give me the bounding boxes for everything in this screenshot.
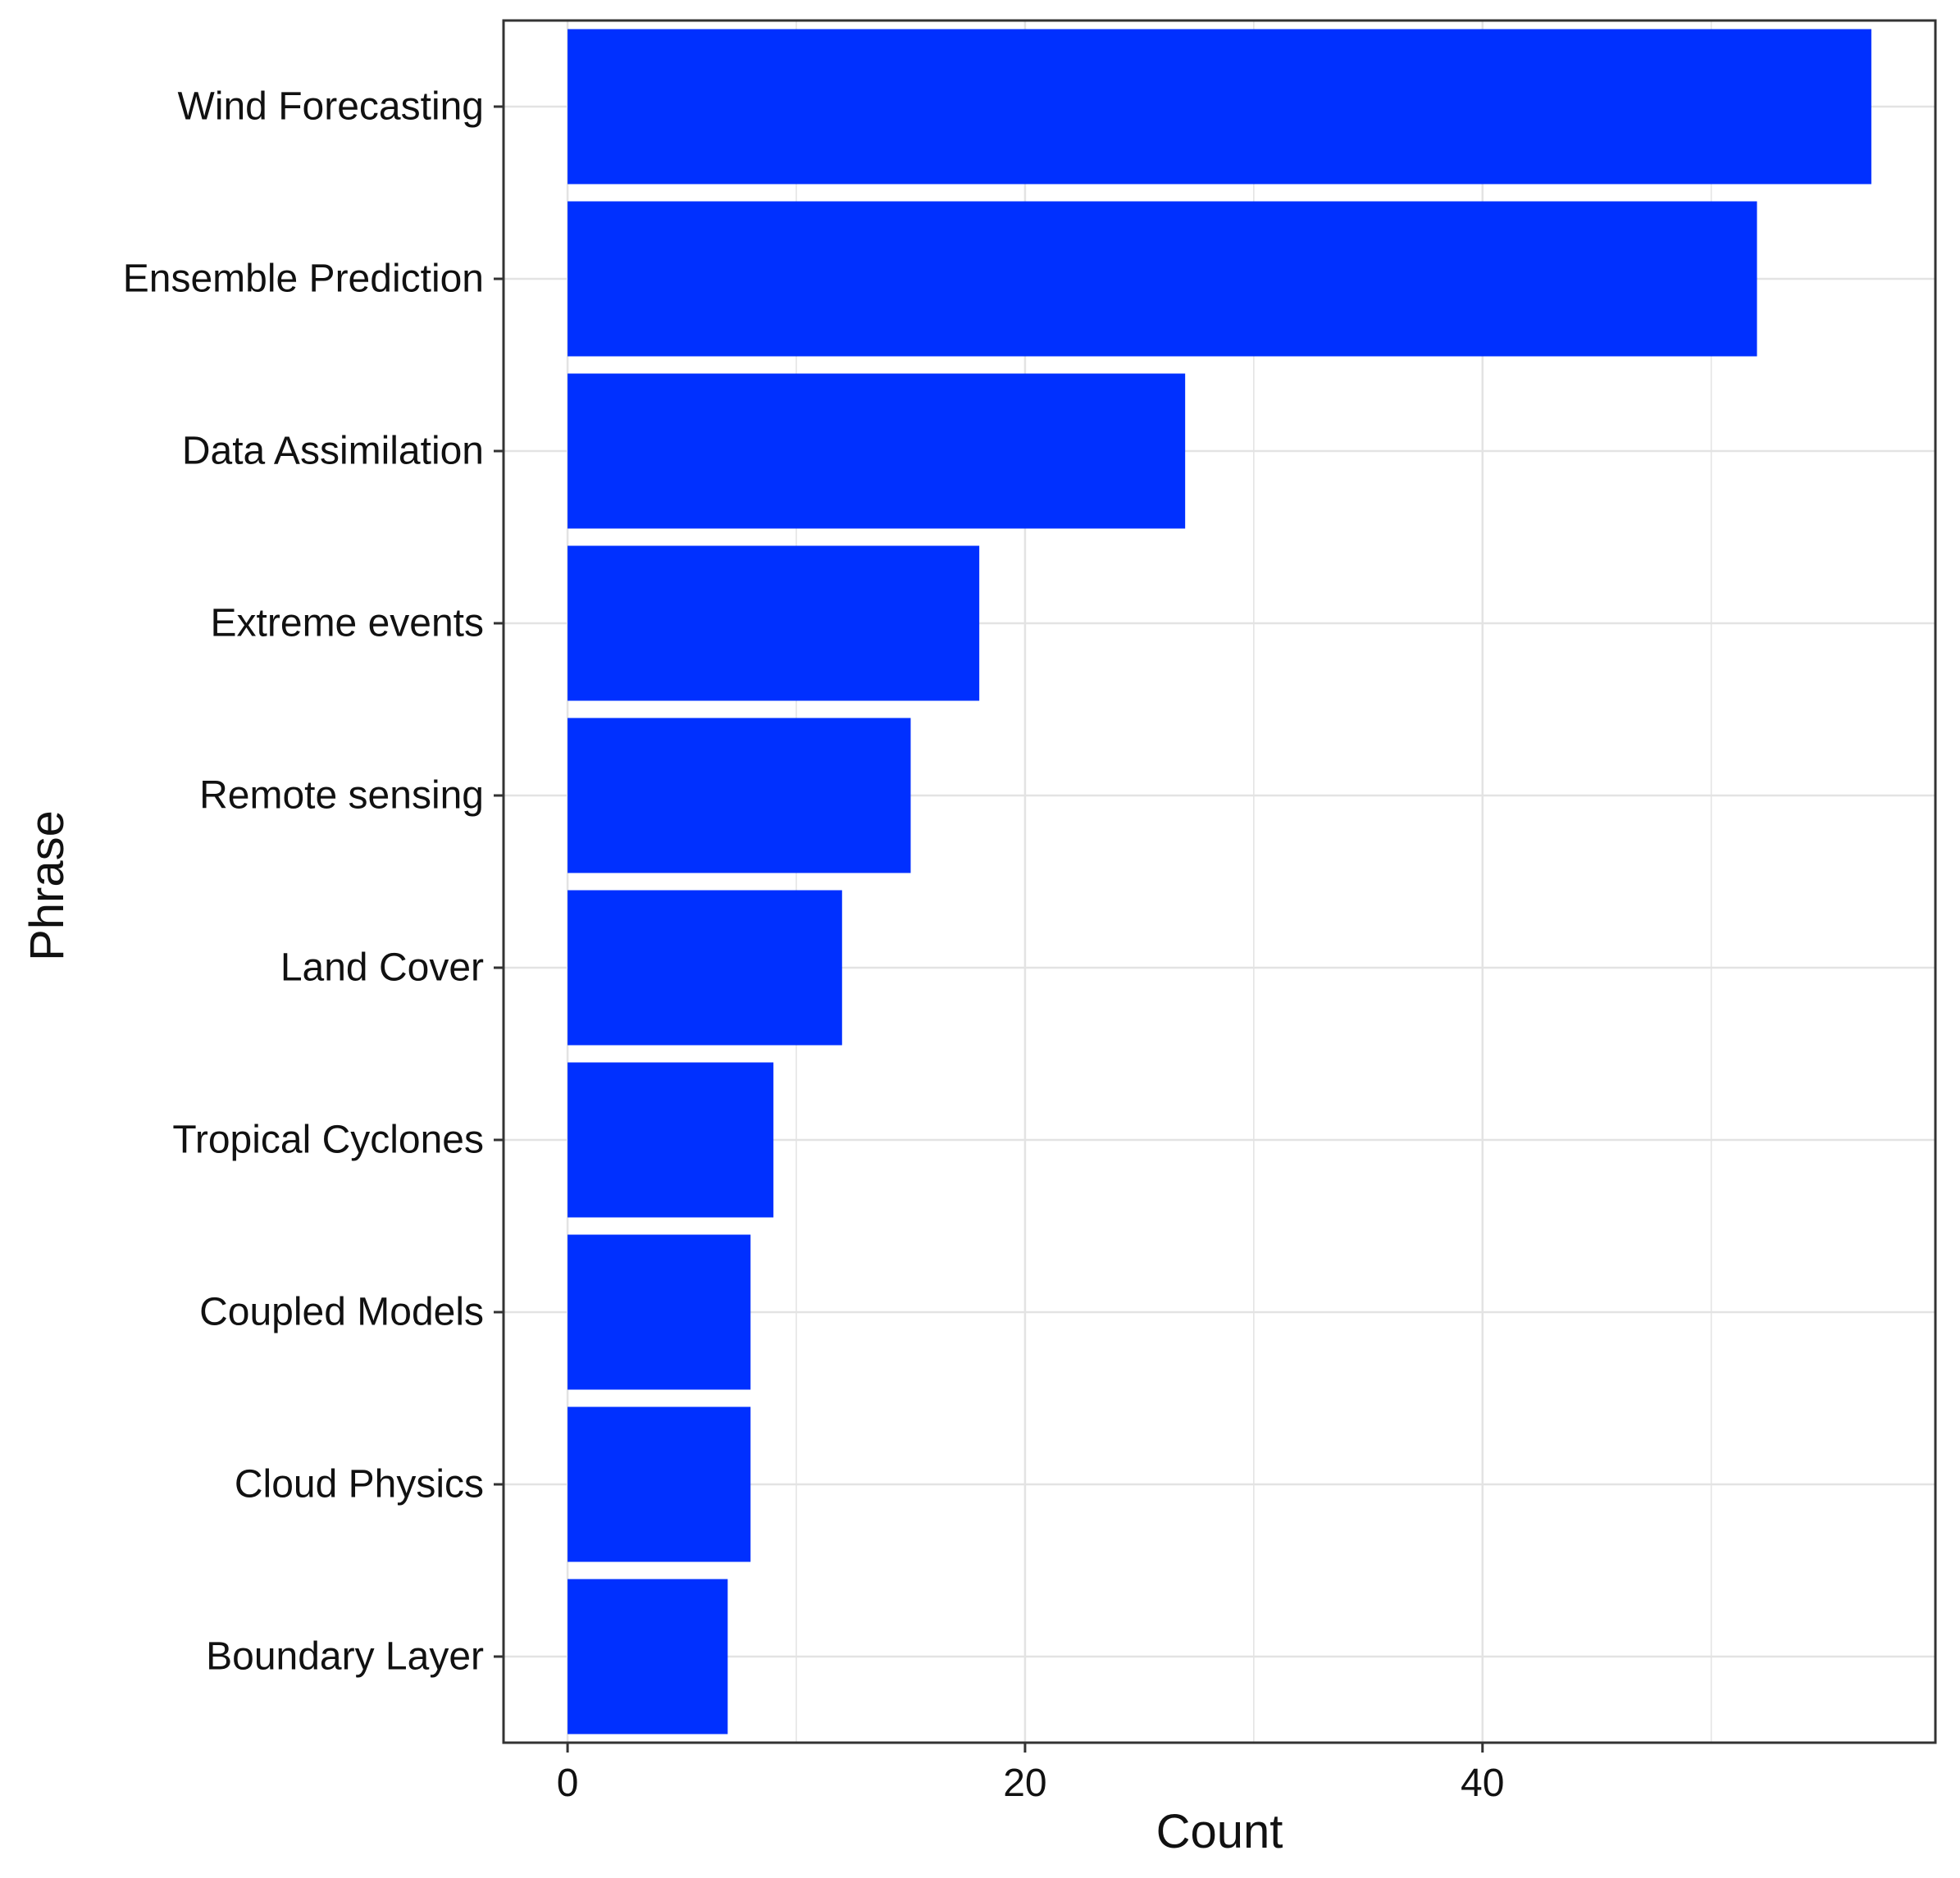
y-tick-label: Remote sensing — [199, 774, 484, 818]
y-tick-label: Land Cover — [280, 946, 484, 990]
bar — [567, 1579, 728, 1734]
y-tick-label: Wind Forecasting — [178, 85, 484, 129]
x-tick-label: 0 — [557, 1762, 579, 1805]
x-axis: 0 20 40 — [557, 1743, 1504, 1805]
bars — [567, 29, 1871, 1734]
bar — [567, 1062, 774, 1218]
bar — [567, 1234, 751, 1390]
x-axis-title: Count — [1156, 1805, 1283, 1858]
bar — [567, 201, 1757, 357]
y-axis-title: Phrase — [21, 810, 74, 961]
y-tick-label: Extreme events — [211, 602, 484, 645]
bar — [567, 1406, 751, 1562]
y-tick-label: Tropical Cyclones — [172, 1119, 484, 1162]
bar — [567, 29, 1871, 185]
plot-panel-border — [502, 19, 1937, 1744]
x-tick-label: 40 — [1461, 1762, 1504, 1805]
y-tick-label: Ensemble Prediction — [123, 258, 484, 301]
y-axis: Wind Forecasting Ensemble Prediction Data … — [123, 85, 504, 1679]
y-tick-label: Boundary Layer — [206, 1635, 484, 1679]
y-tick-label: Coupled Models — [199, 1291, 484, 1334]
bar — [567, 890, 842, 1046]
y-tick-label: Cloud Physics — [235, 1463, 484, 1507]
bar — [567, 718, 911, 873]
x-tick-label: 20 — [1003, 1762, 1046, 1805]
y-tick-label: Data Assimilation — [182, 430, 484, 473]
bar — [567, 545, 980, 701]
bar — [567, 373, 1186, 529]
